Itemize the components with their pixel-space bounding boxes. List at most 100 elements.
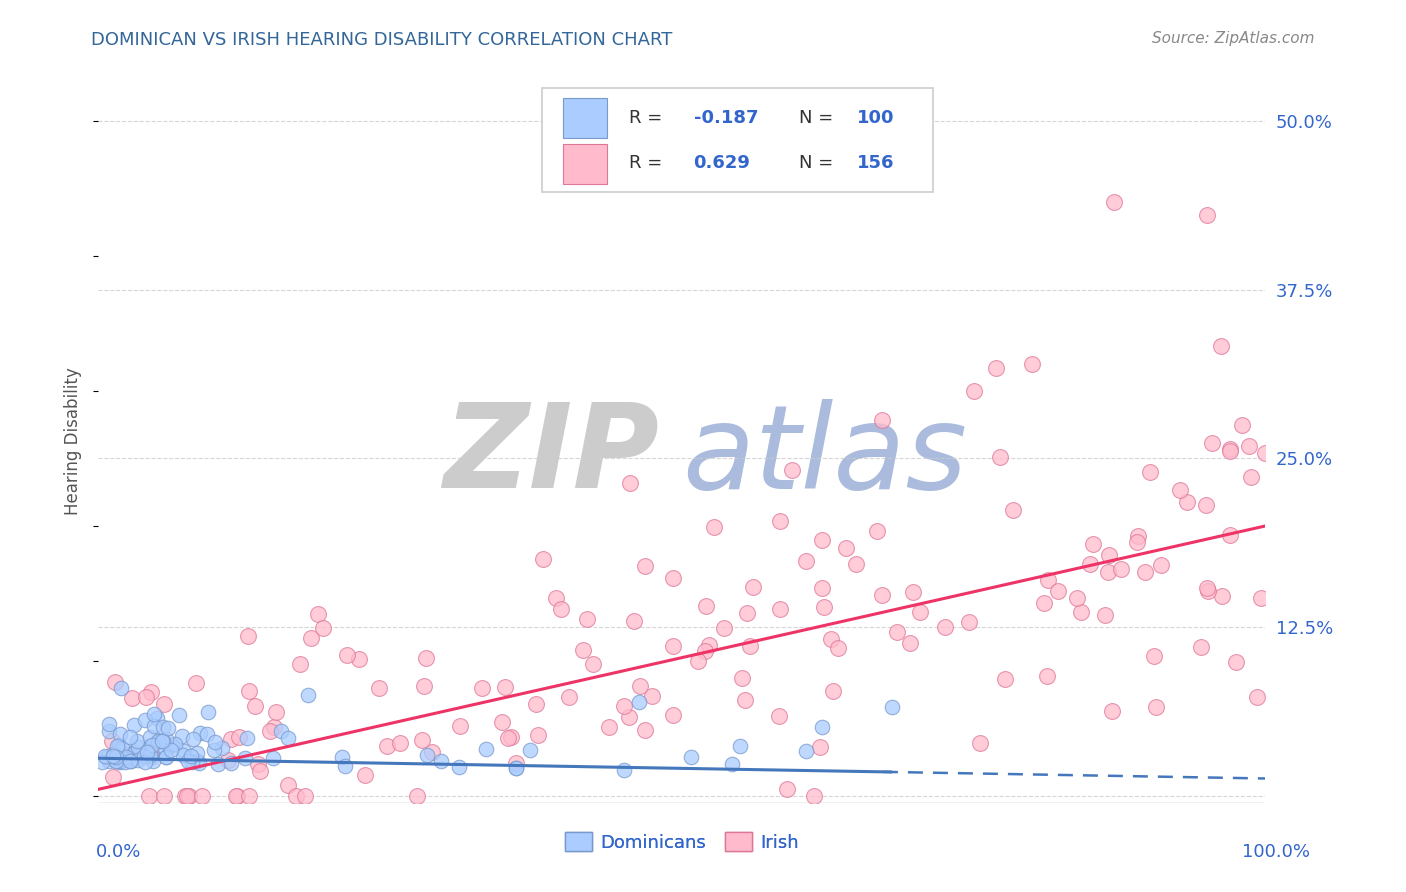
Point xyxy=(475,742,498,756)
Point xyxy=(375,739,398,753)
Point xyxy=(613,763,636,777)
Point xyxy=(125,734,148,748)
Point xyxy=(471,681,494,695)
Point xyxy=(1250,591,1272,605)
Text: 0.629: 0.629 xyxy=(693,154,751,172)
Point xyxy=(1001,502,1024,516)
Point xyxy=(934,620,956,634)
Point xyxy=(141,750,163,764)
Point xyxy=(908,606,931,620)
Point xyxy=(142,707,165,722)
Point xyxy=(118,731,141,745)
Point xyxy=(176,789,198,803)
Text: N =: N = xyxy=(799,154,838,172)
Point xyxy=(1201,435,1223,450)
Point xyxy=(969,736,991,750)
Point xyxy=(225,789,247,803)
Point xyxy=(110,727,132,741)
Point xyxy=(141,685,163,699)
Point xyxy=(135,745,157,759)
Point xyxy=(100,734,122,748)
Text: atlas: atlas xyxy=(682,399,967,513)
Point xyxy=(662,640,685,654)
Point xyxy=(623,614,645,628)
Point xyxy=(134,713,156,727)
Point xyxy=(127,753,149,767)
Point xyxy=(105,755,128,769)
Point xyxy=(111,741,134,756)
Point xyxy=(139,748,162,763)
Point xyxy=(134,755,156,769)
Point xyxy=(1078,557,1101,571)
Point xyxy=(688,655,710,669)
Point xyxy=(430,754,453,768)
Point xyxy=(1128,529,1150,543)
Point xyxy=(808,740,831,755)
Point xyxy=(827,640,849,655)
Point xyxy=(388,735,411,749)
Point xyxy=(1066,591,1088,605)
Point xyxy=(505,761,527,775)
Point xyxy=(187,756,209,770)
Point xyxy=(1230,418,1253,433)
Point xyxy=(122,746,145,760)
Text: Source: ZipAtlas.com: Source: ZipAtlas.com xyxy=(1152,31,1315,46)
Point xyxy=(110,756,132,770)
Point xyxy=(697,638,720,652)
Point xyxy=(367,681,389,695)
Text: DOMINICAN VS IRISH HEARING DISABILITY CORRELATION CHART: DOMINICAN VS IRISH HEARING DISABILITY CO… xyxy=(91,31,672,49)
Point xyxy=(219,756,242,771)
Point xyxy=(163,737,186,751)
Point xyxy=(150,733,173,747)
Point xyxy=(870,587,893,601)
Text: ZIP: ZIP xyxy=(443,399,658,514)
Point xyxy=(571,642,593,657)
Point xyxy=(811,720,834,734)
Point xyxy=(811,533,834,547)
Point xyxy=(108,738,131,752)
Point xyxy=(695,599,717,613)
Point xyxy=(768,709,790,723)
Point xyxy=(411,733,433,747)
Point xyxy=(299,631,322,645)
Point xyxy=(146,711,169,725)
Point xyxy=(1144,700,1167,714)
Point xyxy=(1047,584,1070,599)
Text: R =: R = xyxy=(630,154,668,172)
Point xyxy=(713,621,735,635)
Point xyxy=(186,754,208,768)
Point xyxy=(1101,704,1123,718)
Point xyxy=(284,789,307,803)
Text: 100: 100 xyxy=(858,109,894,127)
Point xyxy=(776,781,799,796)
Point xyxy=(333,758,356,772)
Point xyxy=(202,743,225,757)
Point xyxy=(238,789,260,803)
Point xyxy=(866,524,889,538)
Point xyxy=(264,705,287,719)
Point xyxy=(962,384,984,398)
Point xyxy=(820,632,842,646)
Point xyxy=(236,731,259,746)
Point xyxy=(1239,439,1261,453)
Point xyxy=(742,580,765,594)
Point xyxy=(97,754,120,768)
Point xyxy=(155,732,177,747)
Point xyxy=(101,749,124,764)
Point xyxy=(406,789,429,803)
Point xyxy=(679,750,702,764)
Point xyxy=(1094,608,1116,623)
Point xyxy=(236,629,259,643)
FancyBboxPatch shape xyxy=(541,87,932,193)
Point xyxy=(152,733,174,747)
Point xyxy=(132,748,155,763)
Point xyxy=(491,715,513,730)
Point xyxy=(628,679,651,693)
Point xyxy=(180,755,202,769)
Point xyxy=(105,754,128,768)
Text: -0.187: -0.187 xyxy=(693,109,758,127)
Point xyxy=(720,756,742,771)
Point xyxy=(1239,469,1261,483)
Point xyxy=(546,591,568,606)
Point xyxy=(662,571,685,585)
